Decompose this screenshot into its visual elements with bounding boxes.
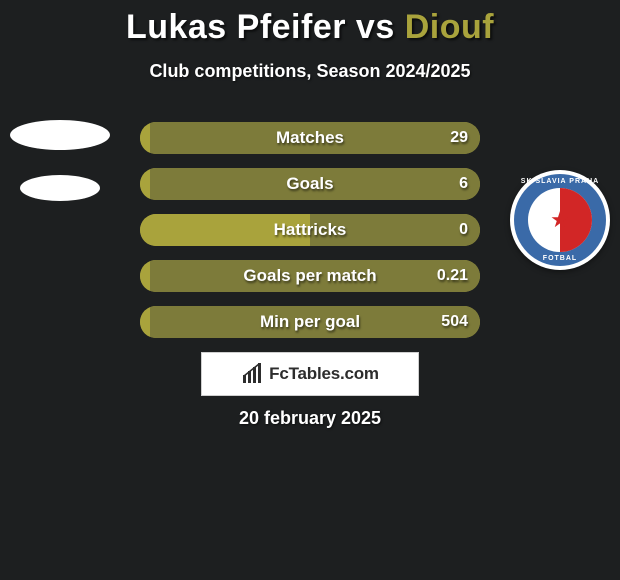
stat-label: Goals per match (243, 266, 376, 286)
brand-box[interactable]: FcTables.com (201, 352, 419, 396)
stat-value-right: 0 (459, 221, 468, 239)
stat-label: Min per goal (260, 312, 360, 332)
badge-top-text: SK SLAVIA PRAHA (514, 178, 606, 185)
chart-icon (241, 363, 263, 385)
stat-row: Goals 6 (140, 168, 480, 200)
club-left-placeholder (10, 120, 110, 240)
bar-fill-left (140, 260, 150, 292)
stat-row: Hattricks 0 (140, 214, 480, 246)
stat-value-right: 29 (450, 129, 468, 147)
stat-label: Matches (276, 128, 344, 148)
stat-row: Min per goal 504 (140, 306, 480, 338)
player2-name: Diouf (405, 8, 494, 46)
bar-fill-left (140, 168, 150, 200)
club-right-badge: SK SLAVIA PRAHA FOTBAL ★ (510, 170, 610, 290)
brand-text: FcTables.com (269, 364, 379, 384)
stat-row: Matches 29 (140, 122, 480, 154)
ellipse-icon (20, 175, 100, 201)
stat-row: Goals per match 0.21 (140, 260, 480, 292)
stats-bars: Matches 29 Goals 6 Hattricks 0 Goals per match… (140, 122, 480, 352)
player1-name: Lukas Pfeifer (126, 8, 346, 46)
stat-value-right: 504 (441, 313, 468, 331)
subtitle: Club competitions, Season 2024/2025 (0, 61, 620, 82)
stat-value-right: 0.21 (437, 267, 468, 285)
stat-value-right: 6 (459, 175, 468, 193)
bar-fill-left (140, 122, 150, 154)
stat-label: Goals (286, 174, 333, 194)
bar-fill-left (140, 306, 150, 338)
badge-bottom-text: FOTBAL (514, 255, 606, 262)
stat-label: Hattricks (274, 220, 347, 240)
footer-date: 20 february 2025 (239, 408, 381, 429)
page-title: Lukas Pfeifer vs Diouf (0, 0, 620, 47)
club-badge-icon: SK SLAVIA PRAHA FOTBAL ★ (510, 170, 610, 270)
vs-separator: vs (356, 8, 395, 46)
ellipse-icon (10, 120, 110, 150)
